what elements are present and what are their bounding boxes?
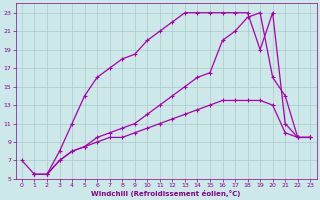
X-axis label: Windchill (Refroidissement éolien,°C): Windchill (Refroidissement éolien,°C) [92,190,241,197]
